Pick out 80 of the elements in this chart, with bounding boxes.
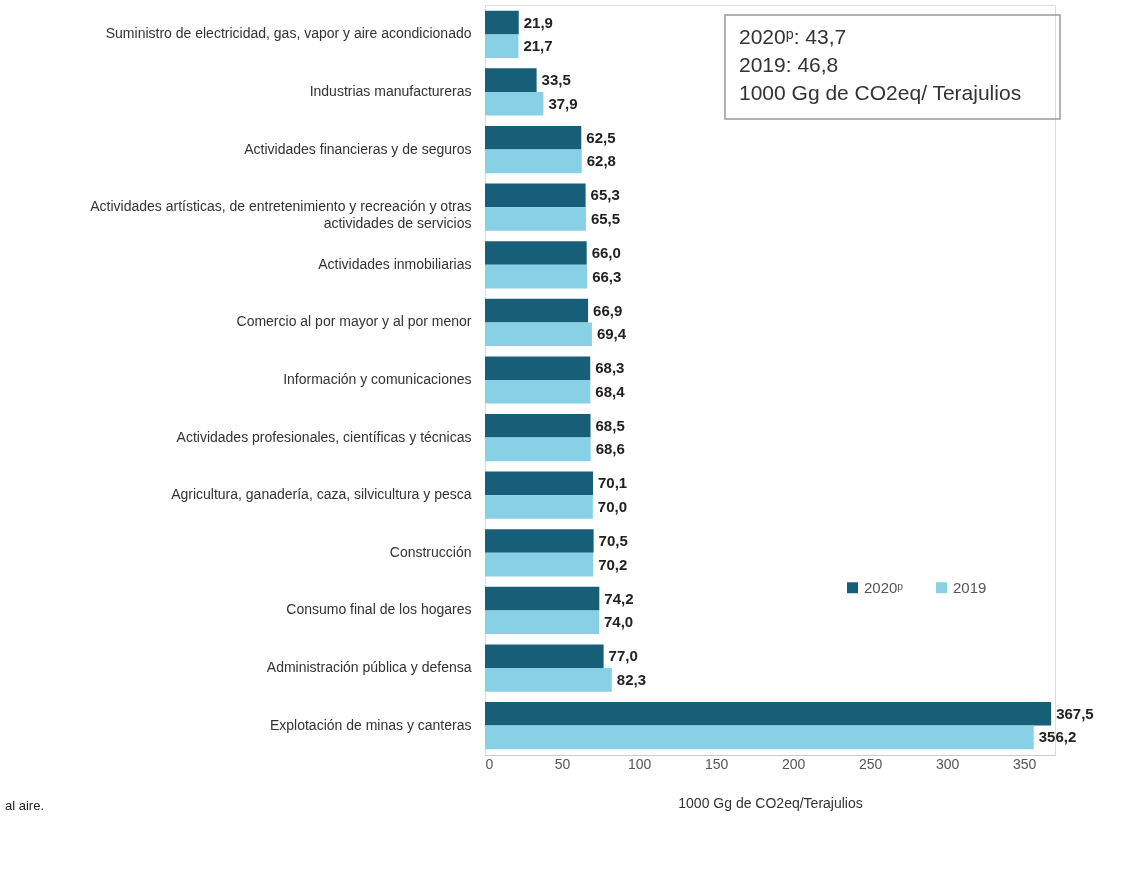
x-tick-label: 200: [781, 755, 806, 772]
bar: [485, 380, 591, 404]
y-tick-label: Comercio al por mayor y al por menor: [236, 313, 472, 330]
bar: [485, 125, 582, 150]
data-label: 33,5: [541, 71, 571, 89]
bar: [485, 322, 592, 347]
bar: [485, 91, 544, 116]
y-tick-label: Actividades inmobiliarias: [318, 255, 472, 272]
bar: [485, 241, 587, 265]
bar: [485, 68, 537, 92]
bar: [485, 495, 593, 519]
x-tick-label: 50: [554, 755, 571, 772]
y-tick-label: Industrias manufactureras: [309, 82, 472, 99]
x-tick-label: 150: [704, 755, 729, 772]
y-tick-label: Actividades profesionales, científicas y técnicas: [176, 428, 472, 445]
data-label: 77,0: [608, 647, 638, 665]
x-tick-label: 350: [1013, 755, 1037, 772]
y-tick-label: Actividades artísticas, de entretenimiento y recreación y otras actividades de servicios: [90, 198, 472, 232]
data-label: 66,0: [591, 243, 621, 261]
bar: [485, 264, 588, 289]
bar: [485, 610, 599, 635]
annotation: 1000 Gg de CO2eq/ Terajulios: [739, 81, 1022, 104]
data-label: 62,5: [586, 128, 616, 146]
x-tick-label: 250: [858, 755, 883, 772]
bar: [485, 471, 593, 496]
x-tick-label: 300: [935, 755, 960, 772]
x-tick-label: 0: [485, 755, 494, 772]
y-tick-label: Consumo final de los hogares: [286, 601, 472, 618]
data-label: 65,3: [590, 186, 620, 204]
y-tick-label: Actividades financieras y de seguros: [244, 140, 472, 157]
x-axis-title: 1000 Gg de CO2eq/Terajulios: [678, 794, 863, 811]
data-label: 367,5: [1056, 704, 1094, 722]
data-label: 74,2: [604, 589, 634, 607]
bar: [485, 644, 604, 669]
data-label: 37,9: [548, 94, 578, 112]
data-label: 82,3: [616, 670, 646, 688]
data-label: 69,4: [596, 325, 627, 343]
bar: [485, 413, 591, 438]
y-tick-label: Administración pública y defensa: [266, 659, 472, 676]
data-label: 70,5: [598, 532, 628, 549]
bar: [485, 207, 586, 231]
data-label: 356,2: [1038, 728, 1077, 746]
data-label: 70,2: [598, 555, 628, 573]
annotation: 2019: 46,8: [739, 53, 839, 76]
y-tick-label: Información y comunicaciones: [283, 371, 472, 387]
bar: [485, 298, 589, 323]
bar: [485, 149, 582, 174]
bar: [485, 356, 591, 380]
bar: [485, 529, 594, 553]
bar: [485, 725, 1034, 750]
y-tick-label: Agricultura, ganadería, caza, silvicultura y pesca: [171, 486, 472, 503]
data-label: 68,5: [595, 416, 625, 434]
x-tick-label: 100: [627, 755, 652, 772]
bar: [485, 668, 612, 692]
data-label: 70,1: [597, 474, 628, 492]
data-label: 62,8: [586, 152, 616, 170]
bar: [485, 437, 591, 462]
data-label: 21,7: [523, 37, 553, 55]
legend-label: 2019: [953, 578, 987, 596]
text: al aire.: [5, 798, 45, 813]
data-label: 68,6: [595, 440, 625, 458]
data-label: 70,0: [597, 498, 628, 516]
data-label: 66,9: [593, 301, 623, 319]
bar: [485, 183, 586, 208]
bar: [485, 552, 594, 577]
bar: [485, 586, 600, 611]
legend-label: 2020ᵖ: [864, 578, 904, 596]
bar: [485, 702, 1052, 726]
y-tick-label: Construcción: [389, 543, 472, 560]
data-label: 65,5: [590, 210, 621, 227]
data-label: 68,4: [595, 382, 626, 400]
data-label: 21,9: [523, 13, 553, 31]
data-label: 74,0: [604, 613, 634, 631]
data-label: 68,3: [595, 359, 625, 377]
annotation: 2020ᵖ: 43,7: [739, 25, 847, 48]
bar: [485, 10, 519, 35]
bar: [485, 34, 519, 58]
data-label: 66,3: [592, 267, 622, 285]
y-tick-label: Explotación de minas y canteras: [269, 716, 472, 733]
y-tick-label: Suministro de electricidad, gas, vapor y aire acondicionado: [105, 25, 472, 42]
